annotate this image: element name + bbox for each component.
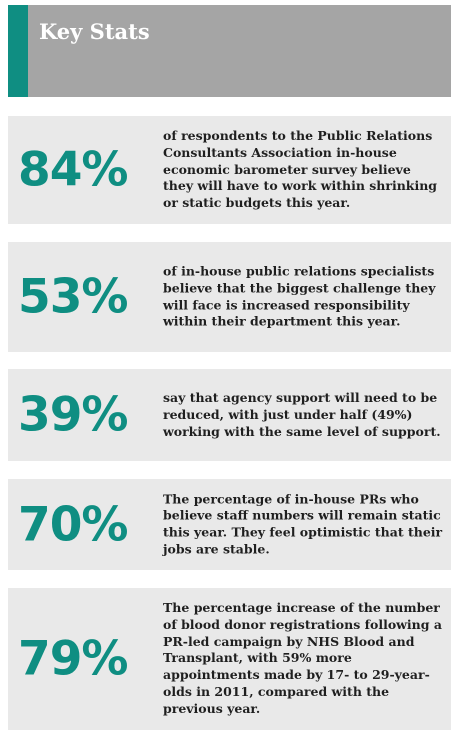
stat-panel: 53% of in-house public relations special… — [8, 242, 451, 352]
stat-panel: 79% The percentage increase of the numbe… — [8, 588, 451, 730]
stat-value: 39% — [18, 387, 128, 443]
key-stats-header: Key Stats — [8, 5, 451, 97]
stat-description: of in-house public relations specialists… — [163, 263, 436, 329]
stat-value: 84% — [18, 142, 128, 198]
stat-description: say that agency support will need to be … — [163, 389, 441, 439]
stat-description: The percentage increase of the number of… — [163, 600, 442, 716]
stat-description: The percentage of in-house PRs who belie… — [163, 490, 443, 557]
stat-panel: 39% say that agency support will need to… — [8, 369, 451, 461]
stat-panel: 70% The percentage of in-house PRs who b… — [8, 479, 451, 570]
header-accent-bar — [8, 5, 28, 97]
header-title: Key Stats — [39, 19, 150, 44]
stat-value: 79% — [18, 631, 128, 687]
stat-value: 70% — [18, 497, 128, 552]
stat-panel: 84% of respondents to the Public Relatio… — [8, 116, 451, 224]
stat-value: 53% — [18, 269, 128, 325]
stat-description: of respondents to the Public Relations C… — [163, 128, 438, 211]
